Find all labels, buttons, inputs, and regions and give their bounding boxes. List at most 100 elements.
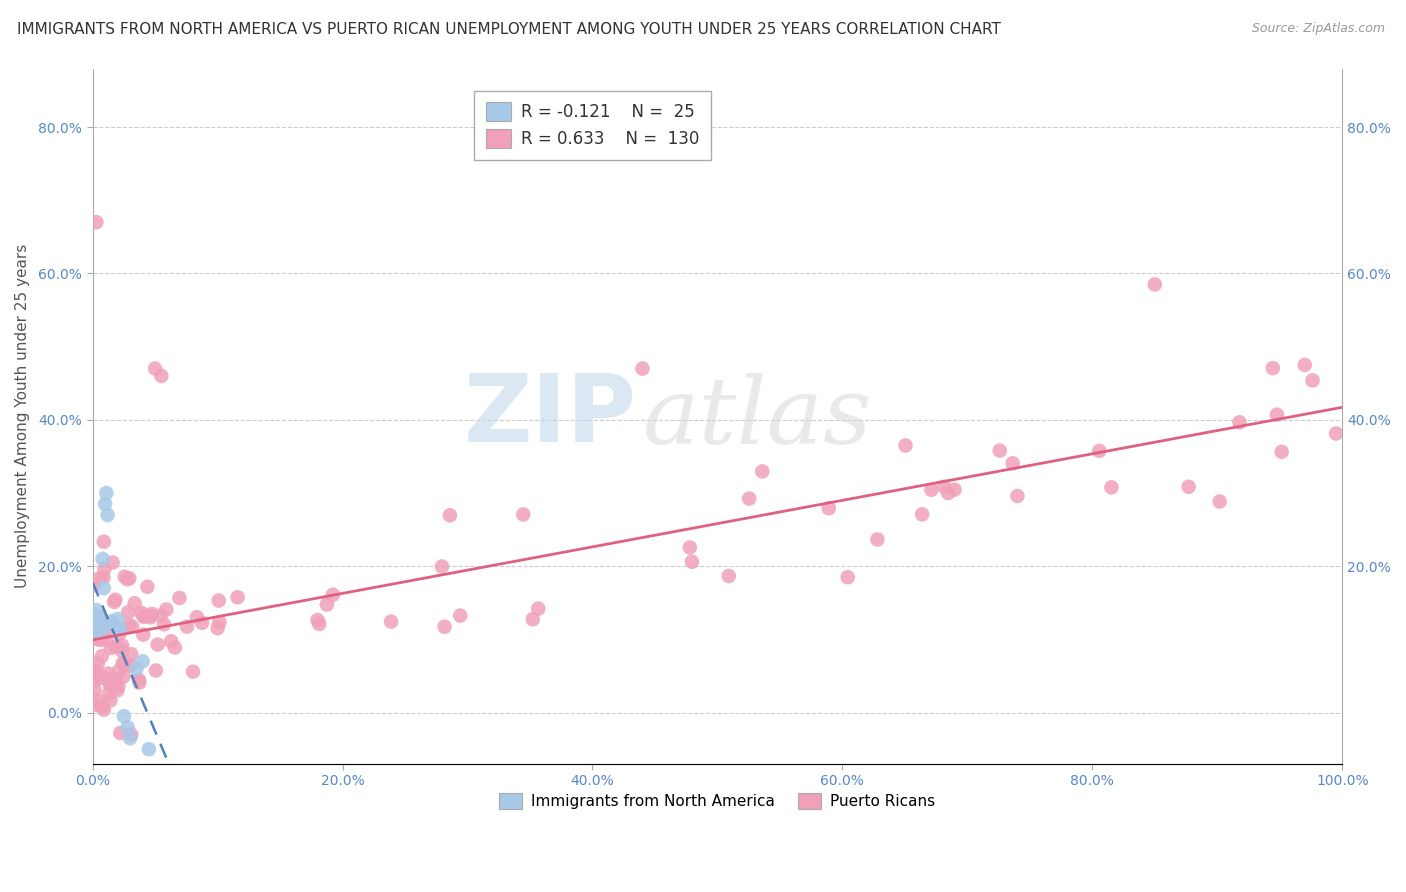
Text: ZIP: ZIP: [464, 370, 637, 462]
Point: [83, 665, 105, 680]
Point: [120, 658, 142, 673]
Text: Source: ZipAtlas.com: Source: ZipAtlas.com: [1251, 22, 1385, 36]
Point: [110, 726, 132, 740]
Point: [86, 603, 108, 617]
Point: [208, 615, 231, 630]
Point: [100, 693, 122, 707]
Point: [943, 483, 966, 497]
Point: [87, 610, 110, 624]
Point: [132, 609, 155, 624]
Point: [186, 610, 208, 624]
Point: [120, 727, 142, 741]
Point: [93, 703, 115, 717]
Point: [97, 508, 120, 522]
Point: [86, 693, 108, 707]
Point: [84, 622, 107, 636]
Point: [86, 614, 108, 628]
Point: [817, 501, 839, 516]
Point: [1101, 480, 1123, 494]
Point: [84, 673, 107, 687]
Point: [111, 639, 134, 653]
Point: [108, 622, 131, 636]
Point: [717, 569, 740, 583]
Point: [112, 670, 135, 684]
Point: [128, 673, 150, 687]
Point: [433, 620, 456, 634]
Point: [837, 570, 859, 584]
Point: [1088, 443, 1111, 458]
Point: [1301, 373, 1323, 387]
Point: [98, 678, 121, 692]
Point: [112, 657, 135, 672]
Point: [307, 613, 329, 627]
Point: [90, 624, 112, 638]
Point: [308, 617, 330, 632]
Point: [145, 664, 167, 678]
Point: [100, 616, 122, 631]
Point: [87, 632, 110, 647]
Point: [522, 612, 544, 626]
Point: [94, 672, 117, 686]
Point: [97, 687, 120, 701]
Point: [207, 621, 229, 635]
Point: [380, 615, 402, 629]
Point: [104, 619, 127, 633]
Point: [96, 486, 118, 500]
Point: [163, 640, 186, 655]
Point: [87, 630, 110, 644]
Point: [100, 641, 122, 656]
Point: [104, 592, 127, 607]
Point: [315, 598, 337, 612]
Point: [112, 709, 135, 723]
Point: [527, 601, 550, 615]
Point: [679, 541, 702, 555]
Point: [83, 618, 105, 632]
Point: [105, 683, 128, 698]
Point: [89, 619, 111, 633]
Point: [83, 607, 105, 621]
Point: [139, 609, 162, 624]
Point: [100, 614, 122, 628]
Point: [120, 647, 142, 661]
Point: [430, 559, 453, 574]
Point: [117, 605, 139, 619]
Point: [132, 609, 155, 624]
Point: [103, 595, 125, 609]
Point: [118, 571, 141, 585]
Point: [101, 679, 124, 693]
Point: [104, 673, 127, 688]
Point: [1229, 415, 1251, 429]
Point: [751, 464, 773, 478]
Point: [125, 662, 148, 676]
Point: [1208, 494, 1230, 508]
Point: [1261, 361, 1284, 376]
Point: [1324, 426, 1347, 441]
Point: [138, 742, 160, 756]
Point: [1265, 408, 1288, 422]
Point: [149, 608, 172, 623]
Point: [121, 620, 143, 634]
Point: [322, 588, 344, 602]
Point: [449, 608, 471, 623]
Point: [181, 665, 204, 679]
Point: [107, 679, 129, 693]
Legend: Immigrants from North America, Puerto Ricans: Immigrants from North America, Puerto Ri…: [494, 787, 942, 815]
Point: [160, 634, 183, 648]
Point: [100, 673, 122, 687]
Point: [117, 720, 139, 734]
Point: [89, 609, 111, 624]
Point: [93, 571, 115, 585]
Point: [208, 593, 231, 607]
Point: [131, 654, 153, 668]
Point: [84, 663, 107, 677]
Point: [120, 731, 142, 746]
Point: [104, 640, 127, 654]
Point: [91, 552, 114, 566]
Point: [512, 508, 534, 522]
Point: [738, 491, 761, 506]
Point: [111, 644, 134, 658]
Point: [128, 675, 150, 690]
Point: [108, 626, 131, 640]
Point: [911, 508, 934, 522]
Point: [1007, 489, 1029, 503]
